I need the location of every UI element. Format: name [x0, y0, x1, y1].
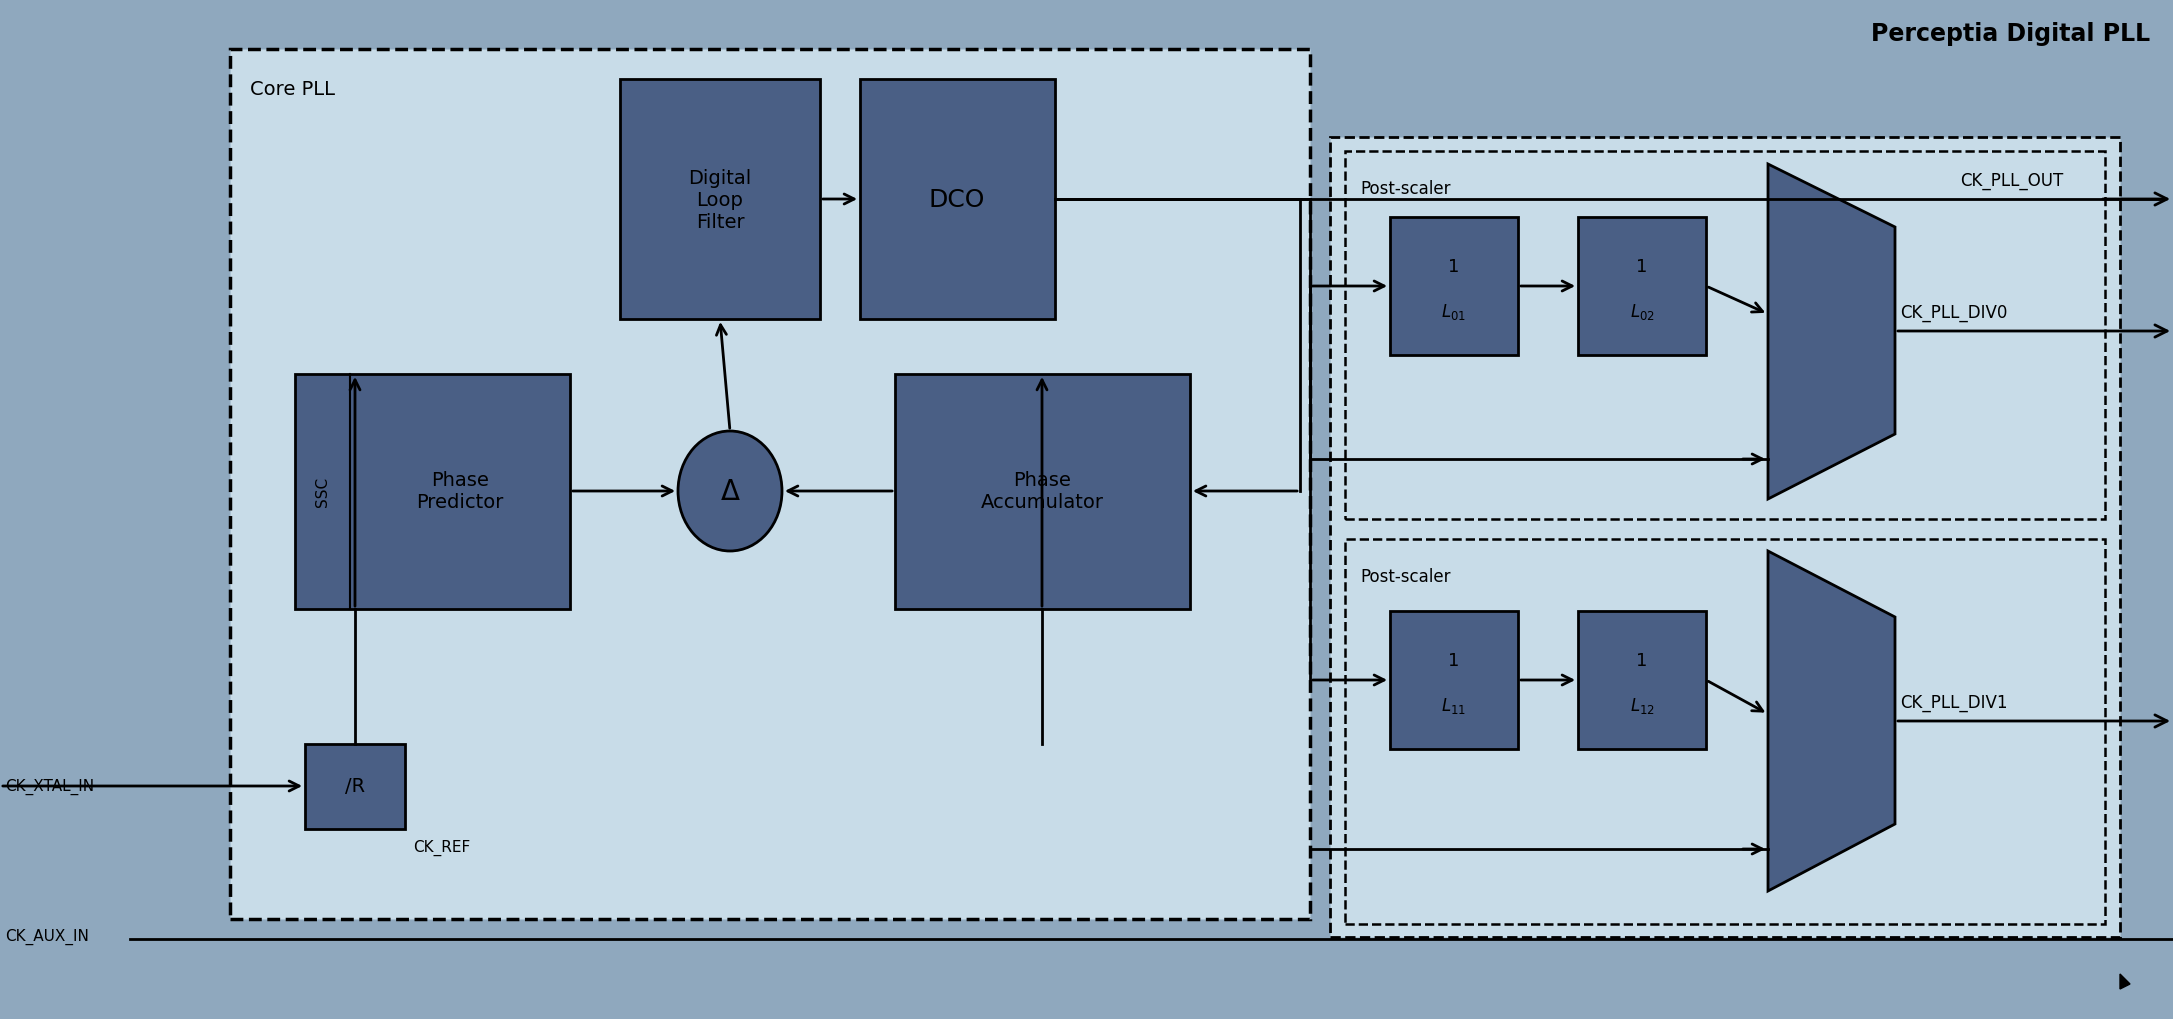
Text: Phase
Accumulator: Phase Accumulator [980, 471, 1104, 512]
Text: CK_PLL_DIV0: CK_PLL_DIV0 [1899, 304, 2008, 322]
Bar [1391, 218, 1519, 356]
Text: CK_PLL_DIV1: CK_PLL_DIV1 [1899, 693, 2008, 711]
Text: 1: 1 [1449, 651, 1460, 669]
Polygon shape [1769, 165, 1895, 499]
Text: Δ: Δ [721, 478, 739, 505]
Text: Digital
Loop
Filter: Digital Loop Filter [689, 168, 752, 231]
Ellipse shape [678, 432, 782, 551]
Text: 1: 1 [1636, 651, 1647, 669]
Text: 1: 1 [1636, 258, 1647, 276]
Text: Core PLL: Core PLL [250, 79, 335, 99]
Text: DCO: DCO [928, 187, 984, 212]
Bar [619, 79, 819, 320]
Text: /R: /R [346, 776, 365, 796]
Text: CK_AUX_IN: CK_AUX_IN [4, 928, 89, 944]
Text: CK_PLL_OUT: CK_PLL_OUT [1960, 172, 2062, 190]
Text: $L_{01}$: $L_{01}$ [1441, 302, 1467, 322]
Bar [1330, 138, 2121, 937]
Bar [861, 79, 1056, 320]
Text: Phase
Predictor: Phase Predictor [417, 471, 504, 512]
Text: $L_{12}$: $L_{12}$ [1630, 695, 1654, 715]
Text: 1: 1 [1449, 258, 1460, 276]
Text: CK_XTAL_IN: CK_XTAL_IN [4, 779, 93, 795]
Bar [1578, 611, 1706, 749]
Text: Post-scaler: Post-scaler [1360, 568, 1452, 586]
Bar [296, 375, 569, 609]
Text: $L_{11}$: $L_{11}$ [1441, 695, 1467, 715]
Text: $L_{02}$: $L_{02}$ [1630, 302, 1654, 322]
Bar [304, 744, 404, 829]
Bar [1345, 539, 2106, 924]
Text: SSC: SSC [315, 477, 330, 506]
Text: CK_REF: CK_REF [413, 840, 469, 855]
Text: Post-scaler: Post-scaler [1360, 179, 1452, 198]
Bar [1391, 611, 1519, 749]
Bar [230, 50, 1310, 919]
Bar [895, 375, 1191, 609]
Bar [1345, 152, 2106, 520]
Text: Perceptia Digital PLL: Perceptia Digital PLL [1871, 22, 2149, 46]
Polygon shape [2121, 974, 2130, 989]
Bar [1578, 218, 1706, 356]
Polygon shape [1769, 551, 1895, 892]
